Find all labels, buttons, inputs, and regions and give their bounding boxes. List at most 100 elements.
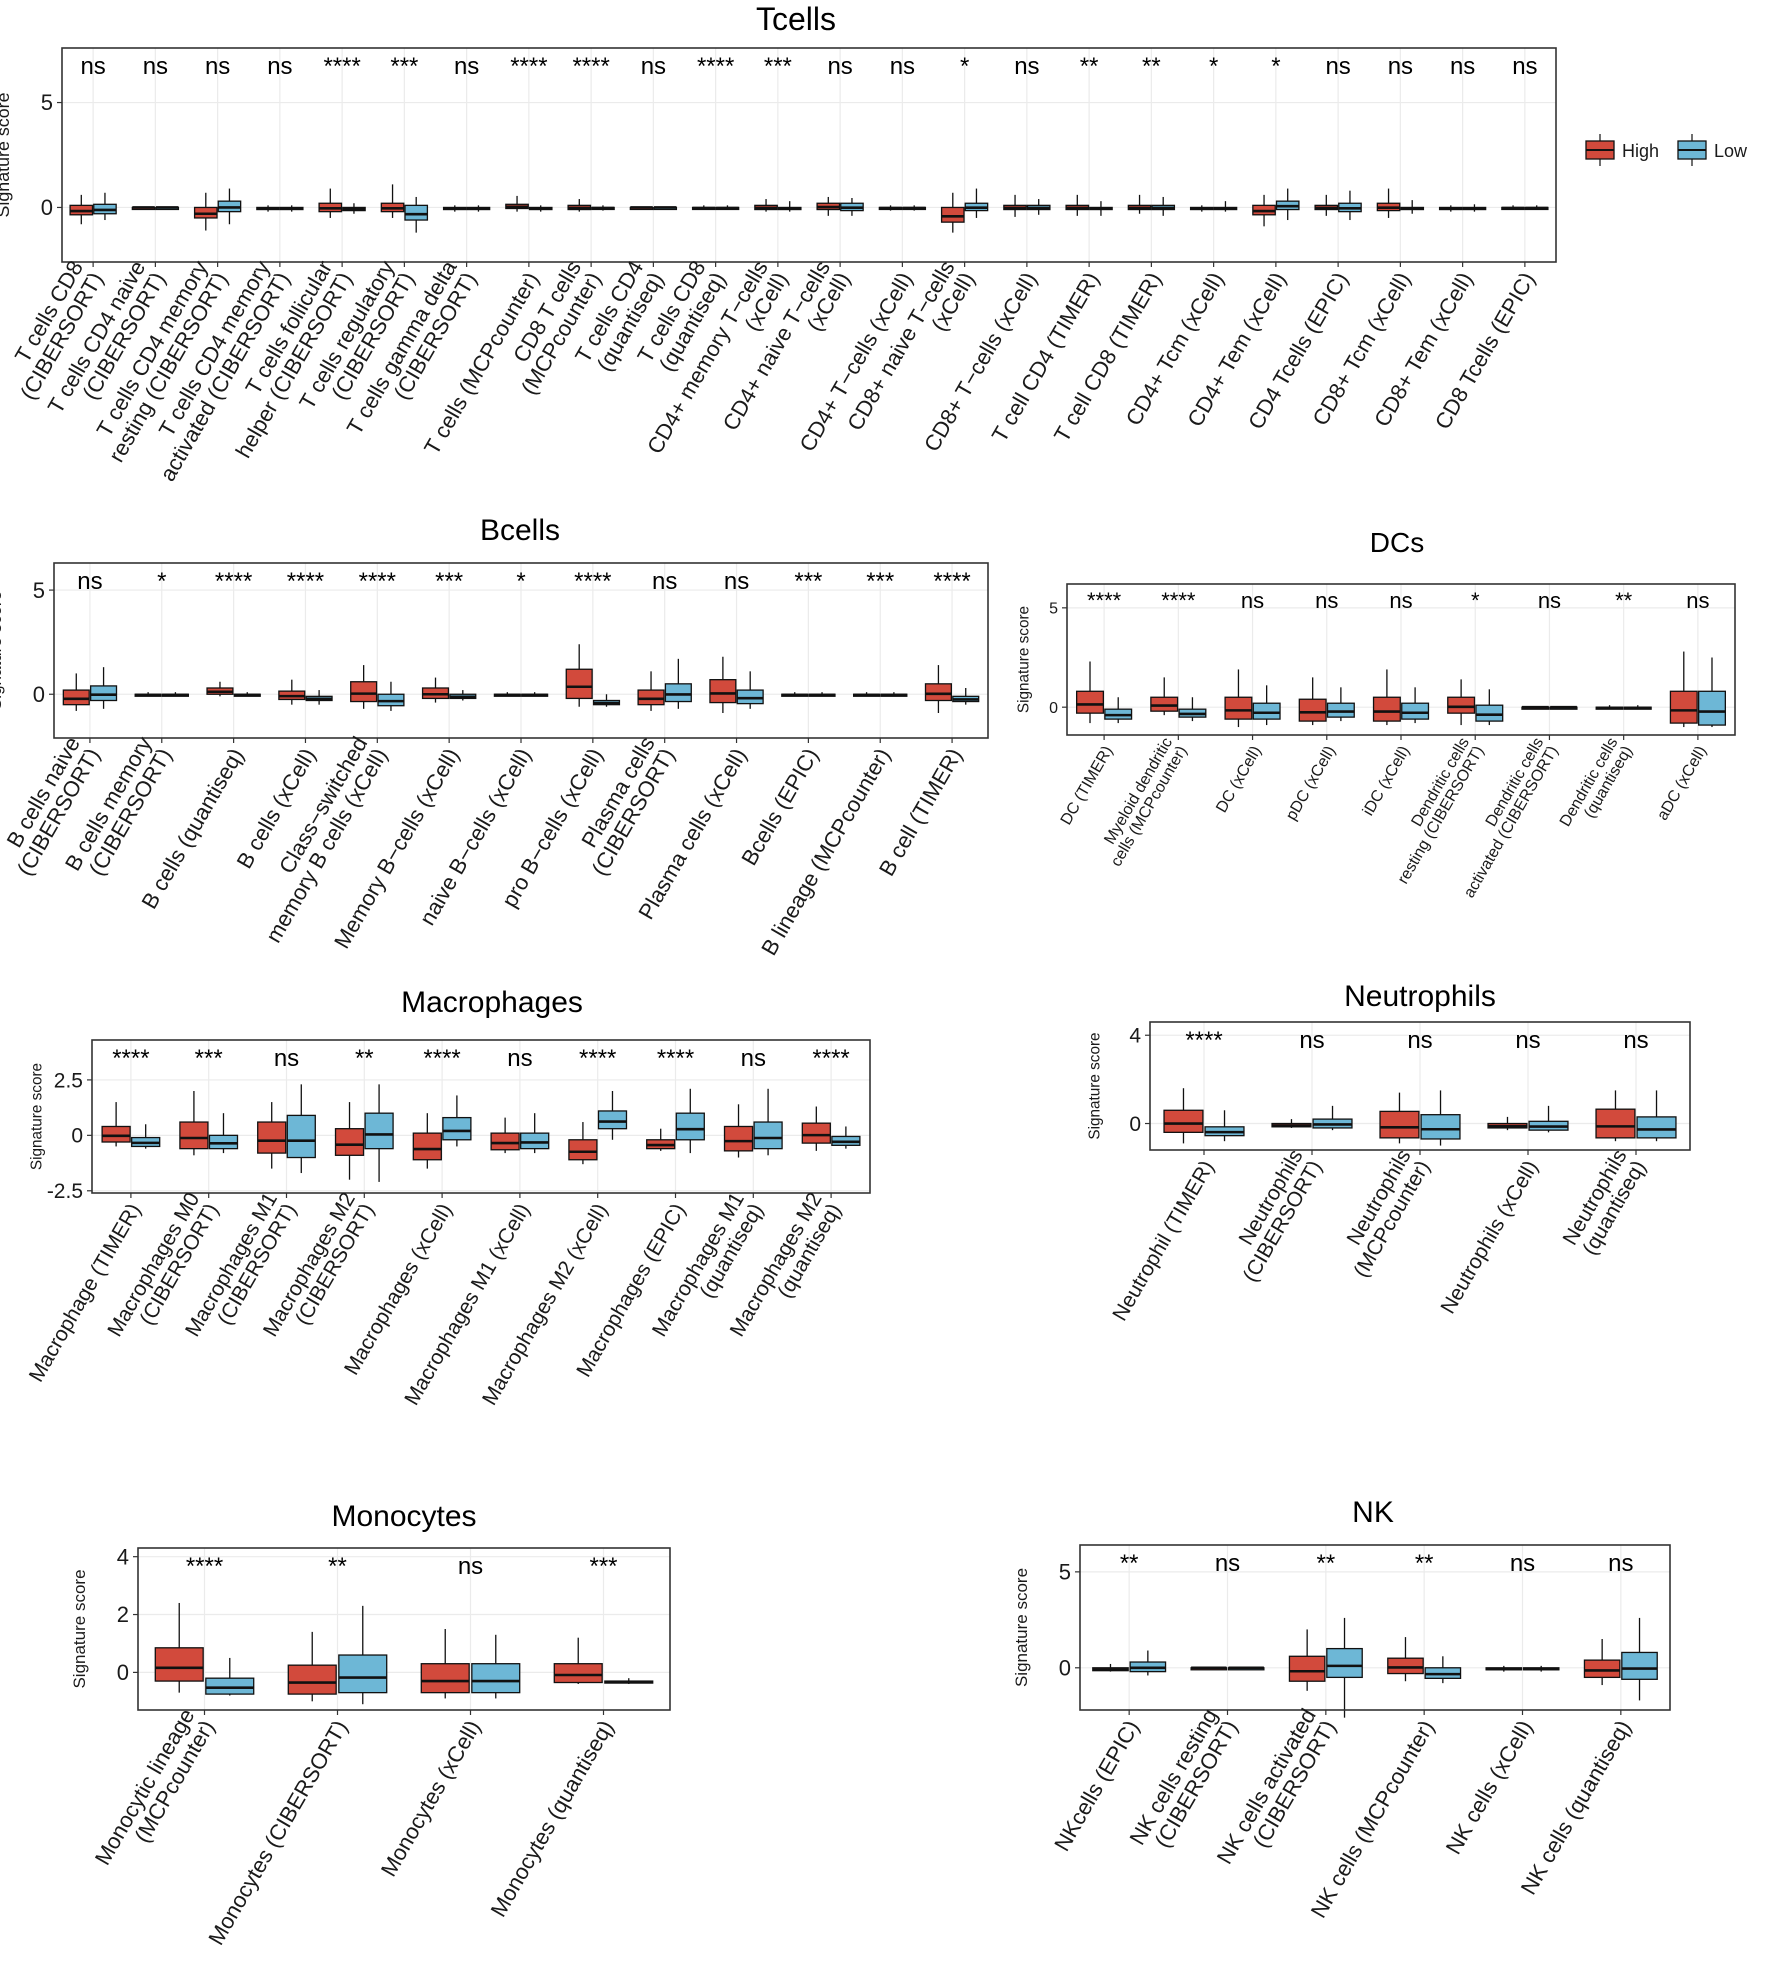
- nk-boxplots: [1092, 1617, 1658, 1718]
- significance-label: ****: [1185, 1027, 1222, 1054]
- significance-label: *: [960, 53, 969, 80]
- significance-label: ****: [112, 1045, 149, 1072]
- box-high: [1595, 1090, 1636, 1142]
- box-low: [1462, 204, 1487, 212]
- significance-label: ns: [1686, 588, 1709, 613]
- significance-label: *: [157, 568, 166, 595]
- dcs-significance-labels: **** **** ns ns ns * ns ** ns: [1087, 588, 1710, 613]
- box-body: [736, 689, 764, 705]
- significance-label: ns: [1325, 53, 1350, 80]
- nk-plot-frame: [1079, 1544, 1671, 1711]
- box-low: [449, 690, 477, 701]
- box-high: [568, 1122, 598, 1165]
- neutrophils-y-axis: 0 4 Signature score: [1087, 1025, 1150, 1140]
- significance-label: *: [1471, 588, 1480, 613]
- significance-label: ***: [764, 53, 792, 80]
- box-low: [1151, 196, 1176, 216]
- y-tick-label: 5: [33, 578, 45, 603]
- macrophages-y-axis-label: Signature score: [29, 1063, 46, 1170]
- box-body: [1326, 1647, 1363, 1679]
- y-tick-label: 4: [117, 1544, 129, 1569]
- box-high: [709, 656, 737, 713]
- box-high: [350, 665, 378, 709]
- box-low: [155, 206, 180, 211]
- significance-label: ****: [1087, 588, 1122, 613]
- box-high: [287, 1631, 337, 1702]
- box-high: [318, 188, 343, 218]
- box-high: [154, 1602, 204, 1693]
- box-high: [334, 1102, 365, 1180]
- significance-label: ns: [1299, 1027, 1324, 1054]
- significance-label: ****: [697, 53, 734, 80]
- significance-label: ns: [143, 53, 168, 80]
- significance-label: ****: [933, 568, 970, 595]
- significance-label: ****: [510, 53, 547, 80]
- significance-label: ns: [1389, 588, 1412, 613]
- box-low: [1621, 1617, 1658, 1701]
- box-body: [1379, 1110, 1420, 1139]
- box-low: [1129, 1650, 1167, 1676]
- box-body: [62, 689, 90, 706]
- box-high: [553, 1637, 603, 1684]
- box-low: [1178, 697, 1207, 722]
- box-low: [1252, 685, 1281, 726]
- significance-label: **: [1615, 588, 1633, 613]
- significance-label: ns: [827, 53, 852, 80]
- box-high: [490, 1117, 520, 1154]
- significance-label: **: [328, 1553, 347, 1580]
- box-body: [1636, 1116, 1677, 1139]
- box-low: [1227, 1666, 1265, 1671]
- nk-y-axis-label: Signature score: [1012, 1568, 1031, 1687]
- significance-label: ns: [1515, 1027, 1540, 1054]
- box-high: [637, 671, 665, 711]
- box-low: [604, 1678, 654, 1684]
- significance-label: ***: [794, 568, 822, 595]
- y-tick-label: 2: [117, 1602, 129, 1627]
- y-tick-label: -2.5: [47, 1180, 83, 1203]
- box-body: [89, 685, 118, 702]
- dcs-title: DCs: [1370, 527, 1424, 558]
- box-low: [1326, 1617, 1363, 1718]
- box-body: [1475, 704, 1504, 722]
- box-low: [161, 692, 190, 697]
- box-body: [675, 1112, 705, 1141]
- box-low: [1697, 657, 1727, 728]
- tcells-significance-labels: ns ns ns ns **** *** ns **** **** ns **** *** ns ns * n…: [80, 53, 1537, 80]
- significance-label: ****: [572, 53, 609, 80]
- box-high: [754, 199, 778, 212]
- y-tick-label: 4: [1129, 1025, 1141, 1048]
- tcells-boxplots: [69, 184, 1549, 233]
- box-low: [952, 688, 980, 705]
- box-low: [217, 188, 242, 225]
- y-tick-label: 5: [1049, 600, 1058, 617]
- box-high: [691, 205, 716, 211]
- neutrophils-boxplots: [1163, 1088, 1677, 1146]
- box-high: [421, 677, 450, 703]
- box-body: [334, 1128, 365, 1156]
- box-high: [629, 206, 654, 211]
- significance-label: ns: [641, 53, 666, 80]
- box-low: [89, 667, 118, 709]
- box-body: [286, 1114, 316, 1159]
- dcs-boxplots: [1075, 651, 1727, 728]
- box-body: [471, 1663, 521, 1694]
- significance-label: ns: [507, 1045, 532, 1072]
- box-body: [1697, 690, 1727, 726]
- significance-label: **: [1142, 53, 1161, 80]
- box-body: [420, 1663, 470, 1694]
- y-tick-label: 0: [41, 195, 53, 220]
- box-high: [62, 673, 90, 711]
- significance-label: ns: [1014, 53, 1039, 80]
- box-body: [753, 1121, 783, 1150]
- box-body: [940, 206, 965, 223]
- box-body: [350, 681, 378, 703]
- box-low: [466, 205, 491, 212]
- box-high: [257, 1102, 287, 1169]
- box-high: [1288, 1629, 1326, 1691]
- box-low: [1026, 199, 1051, 215]
- neutrophils-title: Neutrophils: [1344, 980, 1496, 1013]
- box-body: [637, 689, 665, 706]
- box-low: [279, 205, 304, 212]
- box-low: [208, 1113, 239, 1154]
- box-body: [1372, 696, 1401, 722]
